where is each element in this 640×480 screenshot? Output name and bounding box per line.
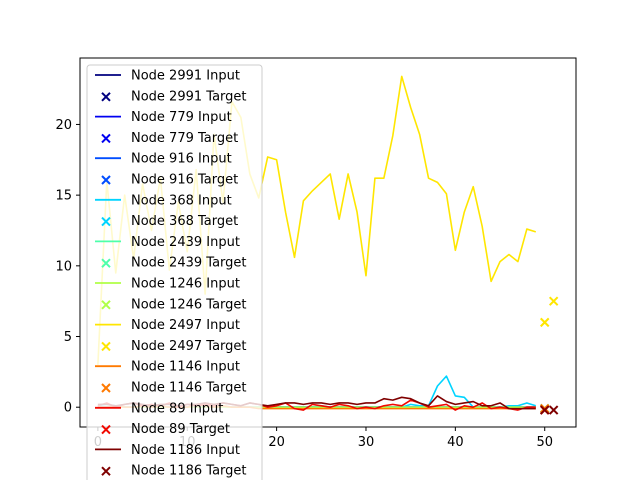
- legend-entry: Node 2497 Input: [95, 318, 240, 333]
- legend-entry: Node 2991 Input: [95, 69, 240, 84]
- legend-entry: Node 916 Input: [95, 152, 232, 167]
- y-axis: 0 5 10 15 20: [55, 118, 80, 416]
- legend-label: Node 779 Target: [131, 131, 238, 146]
- target-marker-7: [540, 317, 550, 328]
- legend-label: Node 89 Target: [131, 422, 230, 437]
- legend-entry: Node 2991 Target: [101, 89, 247, 104]
- legend-label: Node 2497 Input: [131, 318, 240, 333]
- legend-entry: Node 779 Input: [95, 110, 232, 125]
- legend-marker-swatch: [101, 92, 111, 102]
- legend-entry: Node 916 Target: [101, 173, 238, 188]
- legend-entry: Node 1186 Target: [101, 464, 247, 479]
- legend-entry: Node 1246 Input: [95, 277, 240, 292]
- legend-label: Node 2439 Input: [131, 235, 240, 250]
- legend-label: Node 916 Target: [131, 173, 238, 188]
- plot-targets: [540, 296, 559, 415]
- x-tick-label: 40: [447, 435, 464, 450]
- x-tick-label: 30: [358, 435, 375, 450]
- legend-entry: Node 1246 Target: [101, 297, 247, 312]
- legend: Node 2991 Input Node 2991 Target Node 779 …: [86, 64, 263, 480]
- target-marker-10-b: [548, 405, 559, 415]
- legend-entry: Node 1146 Input: [95, 360, 240, 375]
- legend-label: Node 916 Input: [131, 152, 232, 167]
- legend-label: Node 2497 Target: [131, 339, 247, 354]
- legend-box: [86, 64, 263, 480]
- legend-marker-swatch: [101, 341, 111, 352]
- legend-marker-swatch: [101, 300, 111, 310]
- legend-label: Node 1146 Target: [131, 381, 247, 396]
- legend-entry: Node 2439 Input: [95, 235, 240, 250]
- legend-marker-swatch: [101, 383, 111, 393]
- x-tick-label: 50: [536, 435, 553, 450]
- legend-label: Node 1186 Input: [131, 443, 240, 458]
- legend-marker-swatch: [101, 466, 111, 476]
- legend-entry: Node 368 Input: [95, 193, 232, 208]
- legend-label: Node 89 Input: [131, 401, 223, 416]
- y-tick-label: 5: [64, 330, 72, 345]
- y-tick-label: 0: [64, 401, 72, 416]
- legend-label: Node 2439 Target: [131, 256, 247, 271]
- legend-marker-swatch: [101, 216, 111, 227]
- y-tick-label: 15: [55, 189, 72, 204]
- legend-label: Node 1186 Target: [131, 464, 247, 479]
- legend-label: Node 1246 Target: [131, 297, 247, 312]
- legend-entry: Node 779 Target: [101, 131, 238, 146]
- target-marker-7-b: [548, 296, 559, 306]
- y-tick-label: 10: [55, 259, 72, 274]
- plot-frame: [79, 57, 577, 428]
- legend-label: Node 368 Target: [131, 214, 238, 229]
- legend-label: Node 2991 Input: [131, 69, 240, 84]
- legend-label: Node 1146 Input: [131, 360, 240, 375]
- legend-entry: Node 2497 Target: [101, 339, 247, 354]
- legend-entry: Node 2439 Target: [101, 256, 247, 271]
- y-tick-label: 20: [55, 118, 72, 133]
- legend-label: Node 779 Input: [131, 110, 232, 125]
- legend-entry: Node 1146 Target: [101, 381, 247, 396]
- legend-entry: Node 89 Input: [95, 401, 223, 416]
- x-tick-label: 20: [268, 435, 285, 450]
- legend-marker-swatch: [101, 424, 111, 435]
- legend-entry: Node 89 Target: [101, 422, 230, 437]
- target-marker-10: [540, 405, 550, 415]
- legend-marker-swatch: [101, 175, 111, 185]
- legend-label: Node 2991 Target: [131, 89, 247, 104]
- legend-label: Node 1246 Input: [131, 277, 240, 292]
- legend-entry: Node 1186 Input: [95, 443, 240, 458]
- legend-entry: Node 368 Target: [101, 214, 238, 229]
- legend-marker-swatch: [101, 133, 111, 144]
- legend-marker-swatch: [101, 258, 111, 268]
- legend-label: Node 368 Input: [131, 193, 232, 208]
